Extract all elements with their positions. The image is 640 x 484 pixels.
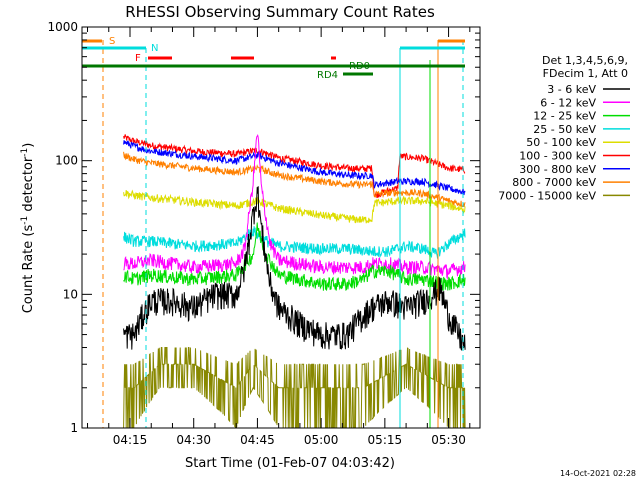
- legend-label: 7000 - 15000 keV: [498, 189, 596, 202]
- series-line-300-800-kev: [123, 140, 466, 196]
- series-line-6-12-kev: [123, 133, 466, 280]
- legend-header: Det 1,3,4,5,6,9,: [542, 54, 628, 67]
- x-tick-label: 04:15: [113, 433, 148, 447]
- footer-date: 14-Oct-2021 02:28: [560, 469, 636, 478]
- overlay-layer: S NF RD0 RD4: [82, 36, 465, 428]
- legend-label: 6 - 12 keV: [540, 96, 596, 109]
- x-tick-label: 05:15: [368, 433, 403, 447]
- y-tick-label: 1000: [47, 20, 78, 34]
- series-line-50-100-kev: [123, 189, 466, 224]
- x-tick-label: 05:30: [431, 433, 466, 447]
- legend-label: 3 - 6 keV: [547, 83, 596, 96]
- series-line-800-7000-kev: [123, 151, 466, 208]
- legend-label: 12 - 25 keV: [533, 110, 596, 123]
- annotation-n: N: [151, 43, 158, 54]
- x-tick-label: 04:45: [240, 433, 275, 447]
- legend-label: 25 - 50 keV: [533, 123, 596, 136]
- annotation-f: F: [135, 53, 141, 64]
- x-tick-label: 05:00: [304, 433, 339, 447]
- series-line-25-50-kev: [123, 226, 466, 259]
- annotation-rd4: RD4: [317, 70, 338, 81]
- legend-label: 50 - 100 keV: [526, 136, 596, 149]
- series-line-7000-15000-kev: [123, 347, 466, 429]
- plot-frame: [81, 26, 481, 429]
- y-tick-label: 100: [55, 154, 78, 168]
- annotation-rd0: RD0: [349, 61, 370, 72]
- legend-label: 800 - 7000 keV: [512, 176, 596, 189]
- chart-title: RHESSI Observing Summary Count Rates: [125, 3, 435, 21]
- y-tick-label: 10: [63, 287, 78, 301]
- x-axis-label: Start Time (01-Feb-07 04:03:42): [185, 456, 395, 471]
- legend-label: 300 - 800 keV: [519, 163, 596, 176]
- legend-header: FDecim 1, Att 0: [543, 67, 628, 80]
- series-line-12-25-kev: [123, 222, 466, 292]
- y-tick-label: 1: [70, 421, 78, 435]
- legend-label: 100 - 300 keV: [519, 150, 596, 163]
- series-layer: [123, 133, 466, 429]
- axes-layer: 1 10 100 1000 04:15 04:30 04:45 05:00 05:15 05:30: [47, 20, 480, 447]
- legend: Det 1,3,4,5,6,9,FDecim 1, Att 0 3 - 6 keV…: [498, 54, 630, 202]
- annotation-s: S: [109, 36, 115, 47]
- series-line-100-300-kev: [123, 134, 466, 199]
- x-tick-label: 04:30: [176, 433, 211, 447]
- y-axis-label: Count Rate (s-1 detector-1): [20, 143, 36, 314]
- series-line-3-6-kev: [123, 186, 466, 351]
